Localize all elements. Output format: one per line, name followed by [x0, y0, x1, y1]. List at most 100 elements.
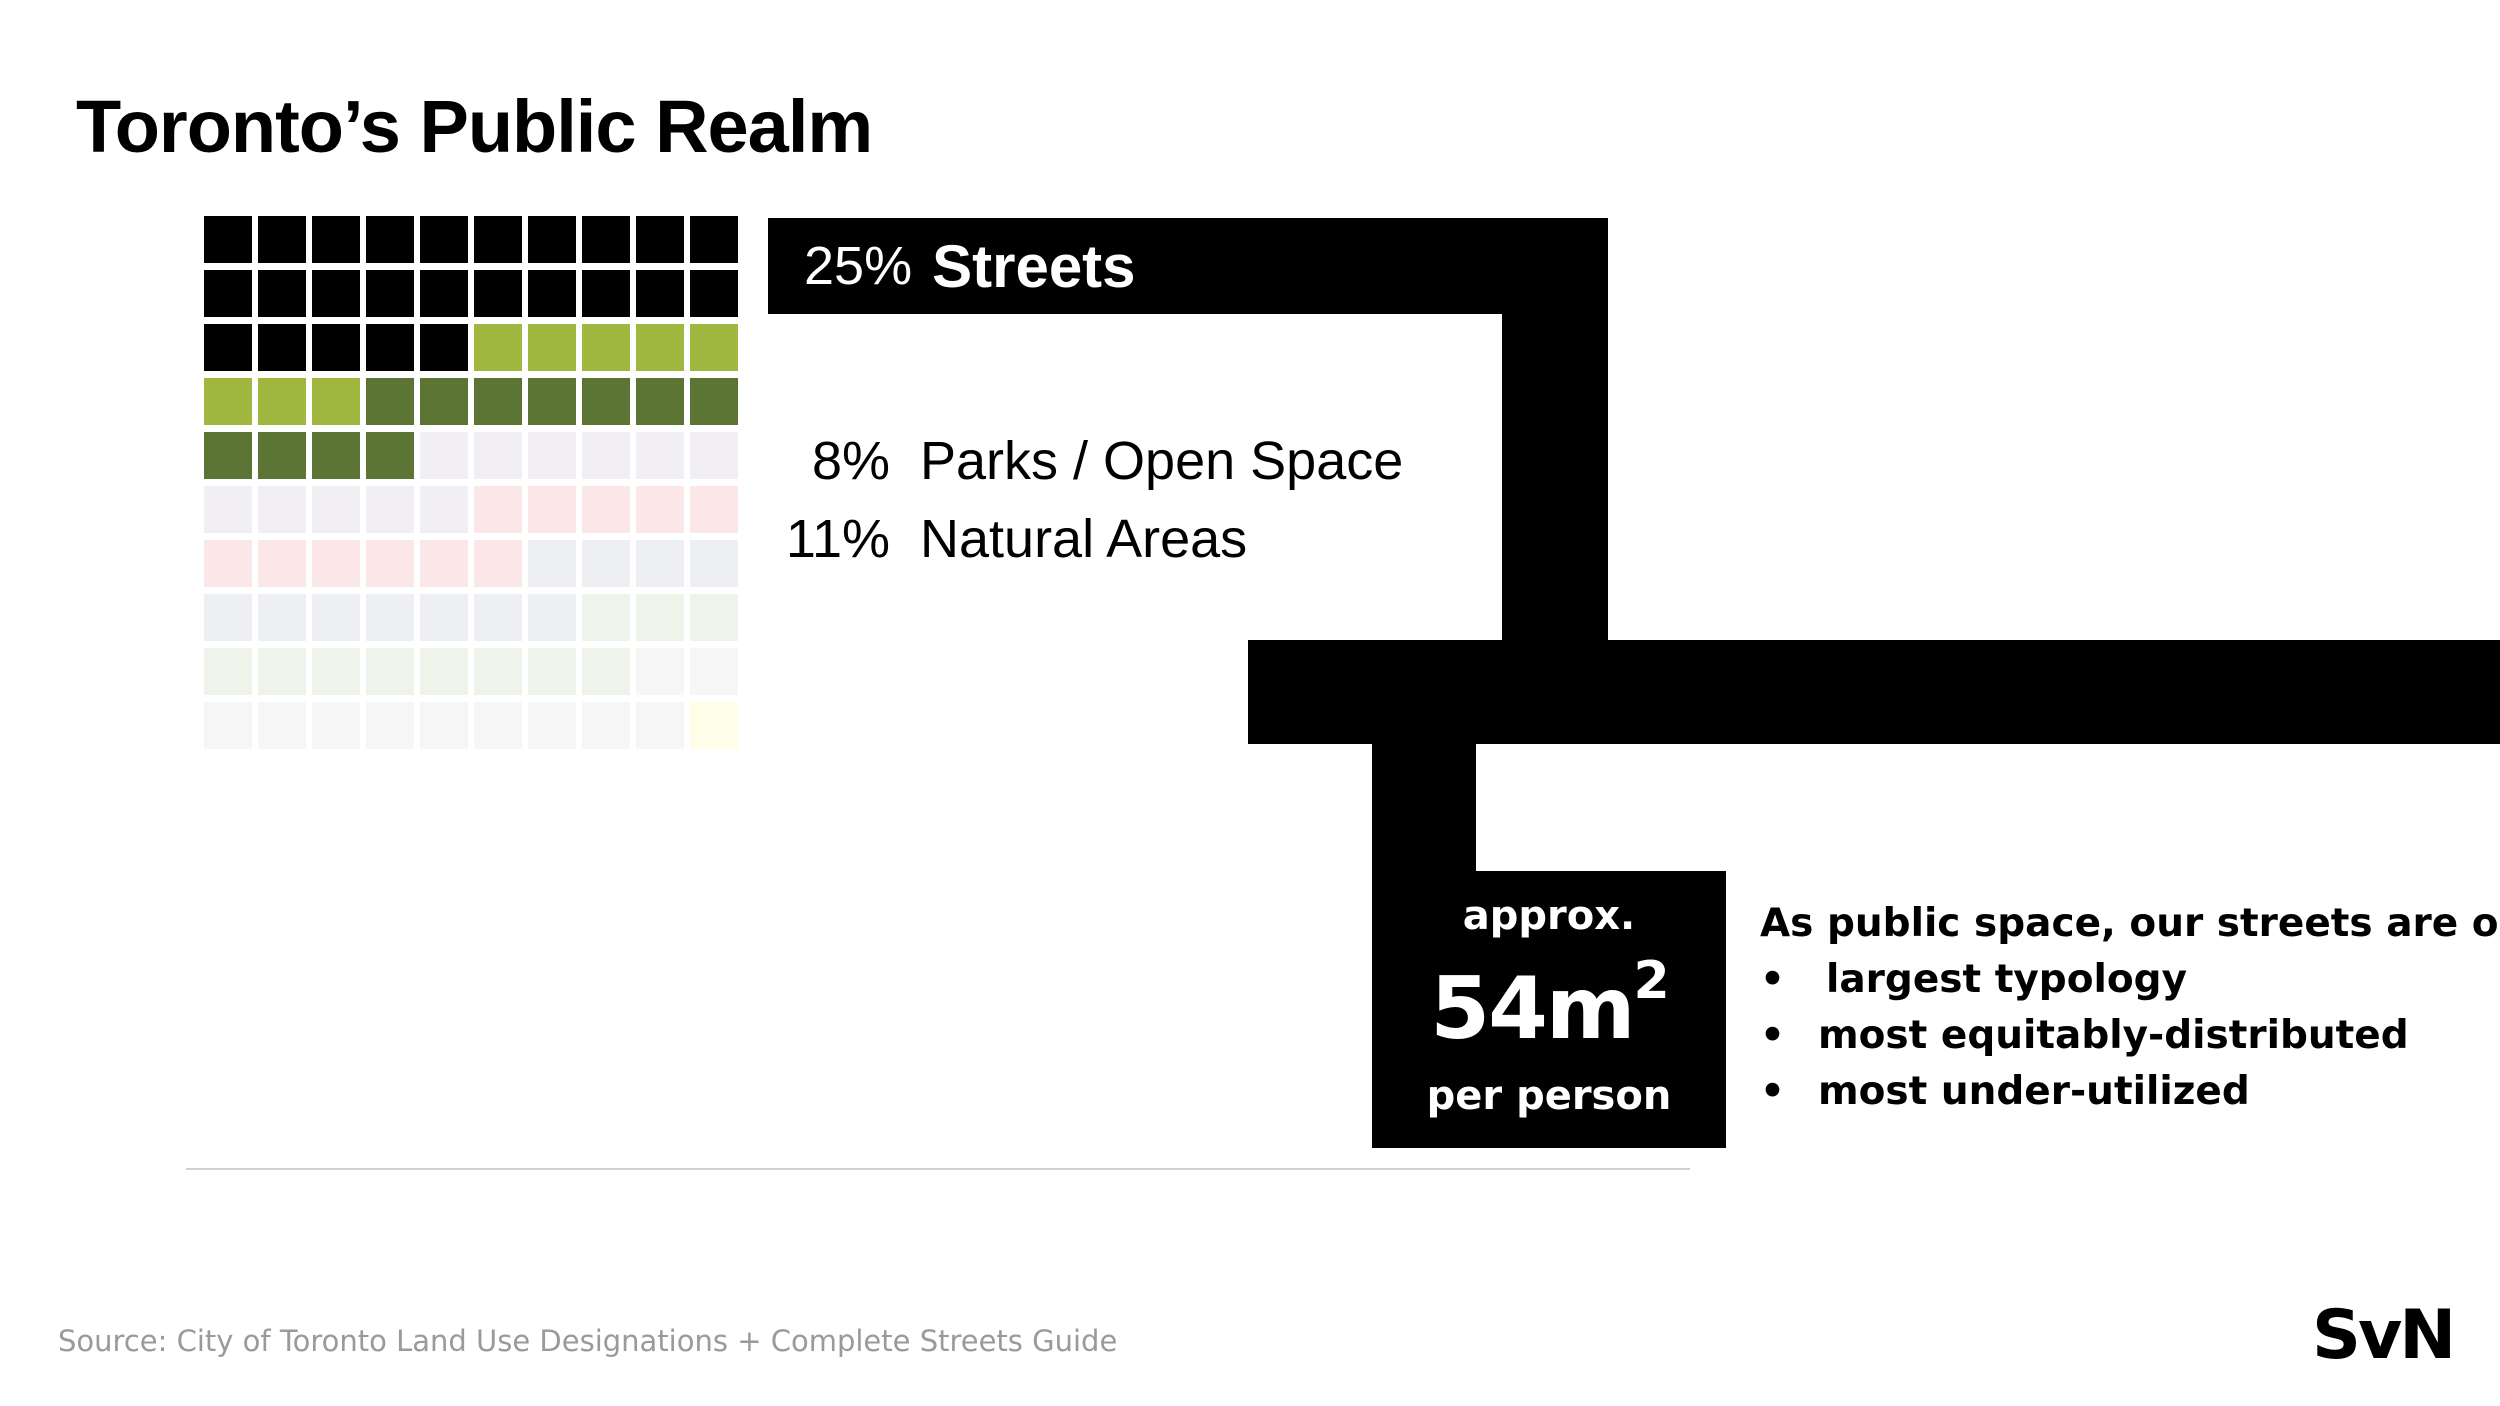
waffle-cell-other — [528, 540, 576, 587]
waffle-cell-other — [690, 486, 738, 533]
waffle-chart — [204, 216, 744, 756]
streets-percent: 25% — [804, 236, 913, 296]
waffle-cell-other — [204, 486, 252, 533]
waffle-cell-natural-areas — [366, 378, 414, 425]
legend-parks-label: Parks / Open Space — [920, 431, 1404, 491]
source-note: Source: City of Toronto Land Use Designa… — [58, 1324, 1118, 1358]
stat-prefix: approx. — [1462, 893, 1636, 939]
waffle-cell-streets — [420, 270, 468, 317]
waffle-cell-other — [312, 540, 360, 587]
legend-parks-percent: 8% — [811, 431, 890, 491]
waffle-cell-other — [366, 648, 414, 695]
waffle-cell-natural-areas — [582, 378, 630, 425]
waffle-cell-other — [582, 648, 630, 695]
waffle-cell-natural-areas — [258, 432, 306, 479]
waffle-cell-natural-areas — [528, 378, 576, 425]
waffle-cell-parks-open-space — [636, 324, 684, 371]
waffle-cell-other — [474, 702, 522, 749]
waffle-cell-streets — [690, 270, 738, 317]
waffle-cell-other — [636, 540, 684, 587]
waffle-cell-streets — [258, 216, 306, 263]
street-bar-top — [768, 218, 1608, 314]
waffle-cell-streets — [258, 324, 306, 371]
waffle-cell-streets — [474, 270, 522, 317]
waffle-cell-other — [420, 648, 468, 695]
waffle-cell-other — [258, 594, 306, 641]
svn-logo: SvN — [2312, 1296, 2456, 1375]
waffle-cell-streets — [204, 270, 252, 317]
waffle-cell-streets — [366, 216, 414, 263]
waffle-cell-streets — [312, 270, 360, 317]
stat-suffix: per person — [1426, 1073, 1672, 1119]
waffle-cell-other — [528, 594, 576, 641]
waffle-cell-other — [636, 486, 684, 533]
waffle-cell-other — [528, 648, 576, 695]
waffle-cell-other — [636, 594, 684, 641]
waffle-cell-other — [258, 486, 306, 533]
per-person-stat: approx. 54m2 per person — [1372, 871, 1726, 1148]
waffle-cell-other — [474, 486, 522, 533]
waffle-cell-parks-open-space — [690, 324, 738, 371]
waffle-cell-other — [204, 702, 252, 749]
stat-number: 54m — [1430, 959, 1635, 1059]
waffle-cell-other — [420, 702, 468, 749]
streets-bullet-list: As public space, our streets are our: la… — [1760, 896, 2500, 1120]
waffle-cell-other — [204, 540, 252, 587]
waffle-cell-parks-open-space — [474, 324, 522, 371]
waffle-cell-other — [528, 702, 576, 749]
waffle-cell-other — [204, 648, 252, 695]
waffle-cell-streets — [312, 324, 360, 371]
waffle-cell-streets — [420, 216, 468, 263]
waffle-cell-other — [420, 594, 468, 641]
waffle-cell-natural-areas — [474, 378, 522, 425]
waffle-cell-natural-areas — [204, 432, 252, 479]
waffle-cell-streets — [312, 216, 360, 263]
waffle-cell-streets — [582, 216, 630, 263]
waffle-cell-streets — [420, 324, 468, 371]
waffle-cell-other — [636, 648, 684, 695]
waffle-cell-other — [474, 648, 522, 695]
waffle-cell-other — [582, 702, 630, 749]
divider — [186, 1168, 1690, 1170]
bullets-heading: As public space, our streets are our: — [1760, 901, 2500, 946]
waffle-cell-other — [420, 432, 468, 479]
waffle-cell-streets — [582, 270, 630, 317]
waffle-cell-parks-open-space — [528, 324, 576, 371]
waffle-cell-other — [582, 540, 630, 587]
waffle-cell-other — [420, 486, 468, 533]
waffle-cell-other — [258, 702, 306, 749]
waffle-cell-natural-areas — [420, 378, 468, 425]
bullet-item: largest typology — [1760, 952, 2500, 1008]
waffle-cell-parks-open-space — [258, 378, 306, 425]
waffle-cell-other — [474, 540, 522, 587]
waffle-cell-other — [420, 540, 468, 587]
legend-parks: 8% Parks / Open Space — [760, 430, 1403, 492]
waffle-cell-natural-areas — [366, 432, 414, 479]
waffle-cell-other — [366, 540, 414, 587]
waffle-cell-streets — [636, 270, 684, 317]
waffle-cell-streets — [204, 216, 252, 263]
legend-natural-label: Natural Areas — [920, 509, 1248, 569]
waffle-cell-streets — [366, 270, 414, 317]
waffle-cell-other — [474, 594, 522, 641]
waffle-cell-other — [474, 432, 522, 479]
waffle-cell-other — [582, 486, 630, 533]
stat-value: 54m2 — [1372, 951, 1726, 1059]
waffle-cell-other — [690, 648, 738, 695]
waffle-cell-other — [528, 432, 576, 479]
waffle-cell-other — [690, 540, 738, 587]
waffle-cell-other — [636, 432, 684, 479]
streets-label: 25% Streets — [768, 218, 1538, 314]
waffle-cell-other — [366, 702, 414, 749]
waffle-cell-other — [366, 486, 414, 533]
waffle-cell-streets — [528, 270, 576, 317]
waffle-cell-other — [690, 432, 738, 479]
waffle-cell-other — [528, 486, 576, 533]
waffle-cell-streets — [528, 216, 576, 263]
bullet-item: most equitably-distributed — [1760, 1008, 2500, 1064]
waffle-cell-other — [312, 648, 360, 695]
stat-exponent: 2 — [1633, 951, 1670, 1012]
waffle-cell-other — [582, 432, 630, 479]
waffle-cell-other — [312, 486, 360, 533]
waffle-cell-streets — [366, 324, 414, 371]
